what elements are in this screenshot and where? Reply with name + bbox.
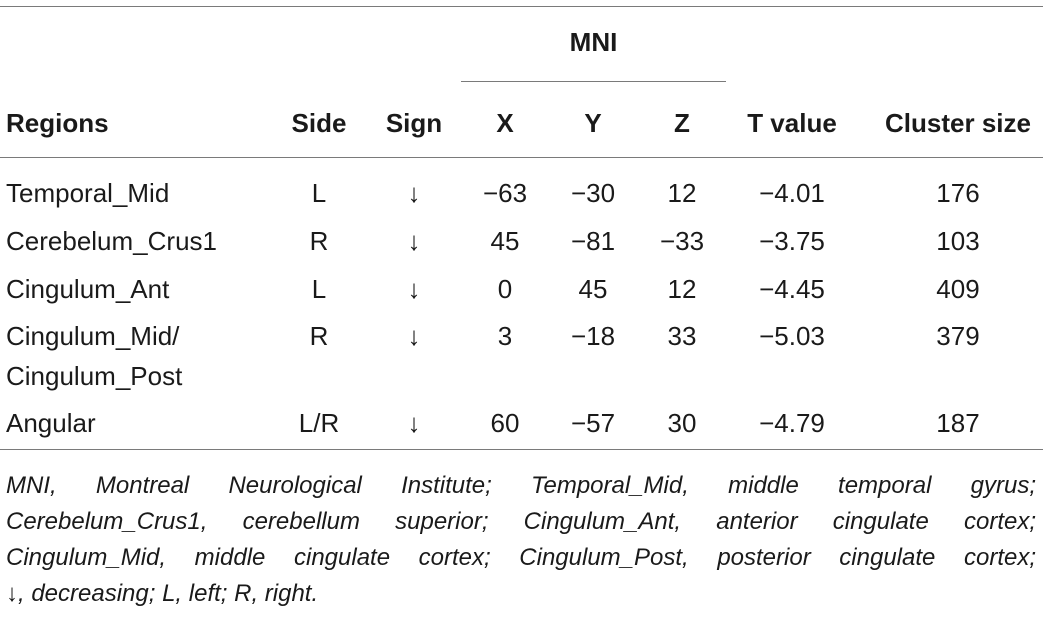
cell-side: L [311, 178, 327, 208]
cell-y: −30 [570, 178, 616, 208]
footnote-line: ↓, decreasing; L, left; R, right. [6, 580, 319, 607]
cell-region: Cerebelum_Crus1 [6, 226, 217, 256]
cell-region: Temporal_Mid [6, 178, 170, 208]
footnote-line: Cingulum_Mid, middle cingulate cortex; C… [6, 544, 1036, 571]
cell-t-value: −4.79 [759, 408, 825, 438]
header-cluster-size: Cluster size [885, 108, 1031, 138]
cell-y: −18 [570, 321, 616, 351]
mni-group-rule [461, 81, 726, 82]
cell-y: −81 [570, 226, 616, 256]
header-y: Y [584, 108, 602, 138]
cell-t-value: −3.75 [759, 226, 825, 256]
cell-z: 30 [667, 408, 697, 438]
header-x: X [496, 108, 514, 138]
cell-cluster-size: 176 [936, 178, 980, 208]
cell-y: 45 [578, 274, 608, 304]
cell-sign: ↓ [407, 321, 421, 351]
cell-sign: ↓ [407, 178, 421, 208]
cell-side: R [309, 321, 329, 351]
mni-group-header: MNI [569, 27, 618, 57]
header-side: Side [291, 108, 347, 138]
cell-region: Angular [6, 408, 96, 438]
header-t-value: T value [747, 108, 837, 138]
cell-z: 12 [667, 274, 697, 304]
cell-cluster-size: 103 [936, 226, 980, 256]
cell-t-value: −4.45 [759, 274, 825, 304]
table-footnote: MNI, Montreal Neurological Institute; Te… [6, 468, 1036, 612]
cell-x: 3 [497, 321, 513, 351]
header-sign: Sign [385, 108, 443, 138]
footnote-line: MNI, Montreal Neurological Institute; Te… [6, 472, 1036, 499]
cell-cluster-size: 409 [936, 274, 980, 304]
table-top-rule [0, 6, 1043, 7]
cell-side: R [309, 226, 329, 256]
footnote-line: Cerebelum_Crus1, cerebellum superior; Ci… [6, 508, 1036, 535]
header-z: Z [674, 108, 690, 138]
cell-z: −33 [659, 226, 705, 256]
cell-region: Cingulum_Ant [6, 274, 170, 304]
cell-z: 33 [667, 321, 697, 351]
cell-x: 60 [490, 408, 520, 438]
cell-x: −63 [482, 178, 528, 208]
header-bottom-rule [0, 157, 1043, 158]
cell-sign: ↓ [407, 274, 421, 304]
cell-x: 45 [490, 226, 520, 256]
cell-z: 12 [667, 178, 697, 208]
cell-side: L/R [298, 408, 340, 438]
cell-sign: ↓ [407, 408, 421, 438]
cell-y: −57 [570, 408, 616, 438]
cell-cluster-size: 379 [936, 321, 980, 351]
cell-cluster-size: 187 [936, 408, 980, 438]
cell-region: Cingulum_Mid/ [6, 321, 180, 351]
cell-t-value: −4.01 [759, 178, 825, 208]
cell-side: L [311, 274, 327, 304]
header-regions: Regions [6, 108, 109, 138]
table-bottom-rule [0, 449, 1043, 450]
cell-t-value: −5.03 [759, 321, 825, 351]
cell-x: 0 [497, 274, 513, 304]
cell-sign: ↓ [407, 226, 421, 256]
cell-region-continued: Cingulum_Post [6, 361, 183, 391]
